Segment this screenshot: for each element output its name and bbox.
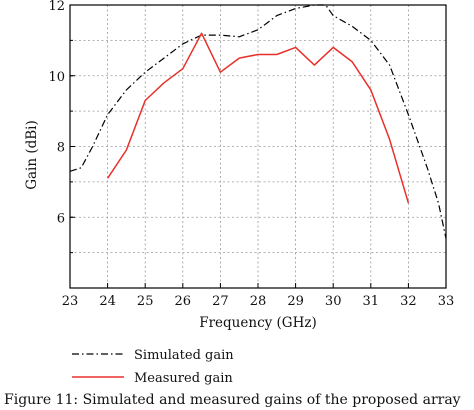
x-tick-label: 29: [287, 294, 304, 309]
grid-lines: [70, 5, 446, 288]
x-tick-label: 28: [250, 294, 267, 309]
measured-gain-line: [106, 32, 410, 204]
legend-label: Simulated gain: [134, 348, 234, 363]
series-layer: [69, 4, 447, 239]
x-tick-label: 26: [175, 294, 192, 309]
figure-caption: Figure 11: Simulated and measured gains …: [4, 392, 461, 408]
gain-chart: 23 24 25 26 27 28 29 30 31 32 33 6 8 10 12 Frequency (…: [24, 0, 454, 386]
y-tick-label: 6: [57, 211, 65, 226]
x-axis-label: Frequency (GHz): [199, 315, 317, 331]
x-tick-label: 33: [438, 294, 455, 309]
x-tick-label: 25: [137, 294, 154, 309]
simulated-gain-line: [69, 4, 447, 239]
y-tick-label: 10: [48, 70, 65, 85]
y-tick-label: 8: [57, 141, 65, 156]
axis-ticks: 23 24 25 26 27 28 29 30 31 32 33 6 8 10 12: [48, 0, 454, 309]
x-tick-label: 30: [325, 294, 342, 309]
x-tick-label: 23: [62, 294, 79, 309]
x-tick-label: 27: [212, 294, 229, 309]
legend-label: Measured gain: [134, 371, 233, 386]
x-tick-label: 31: [363, 294, 380, 309]
legend: Simulated gain Measured gain: [72, 348, 234, 386]
y-axis-label: Gain (dBi): [24, 120, 40, 190]
x-tick-label: 32: [400, 294, 417, 309]
y-tick-label: 12: [48, 0, 65, 14]
x-tick-label: 24: [99, 294, 116, 309]
